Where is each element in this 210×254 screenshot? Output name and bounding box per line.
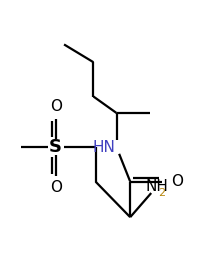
Text: 2: 2 bbox=[159, 188, 166, 198]
Text: O: O bbox=[50, 99, 62, 114]
Text: S: S bbox=[49, 138, 62, 156]
Text: HN: HN bbox=[93, 140, 115, 155]
Text: O: O bbox=[50, 180, 62, 196]
Text: O: O bbox=[171, 174, 183, 189]
Text: NH: NH bbox=[146, 179, 169, 194]
